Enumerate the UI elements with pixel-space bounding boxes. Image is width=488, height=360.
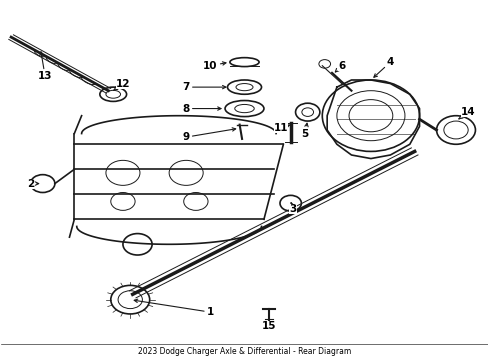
Text: 11: 11	[273, 123, 289, 133]
Text: 4: 4	[373, 57, 393, 77]
Text: 3: 3	[289, 203, 296, 213]
Text: 5: 5	[301, 123, 308, 139]
Text: 14: 14	[458, 107, 474, 119]
Text: 1: 1	[134, 299, 214, 317]
Text: 10: 10	[203, 61, 225, 71]
Text: 6: 6	[335, 61, 345, 72]
Text: 15: 15	[261, 321, 276, 332]
Text: 2: 2	[27, 179, 39, 189]
Text: 12: 12	[114, 78, 130, 90]
Text: 13: 13	[38, 52, 52, 81]
Text: 2023 Dodge Charger Axle & Differential - Rear Diagram: 2023 Dodge Charger Axle & Differential -…	[138, 347, 350, 356]
Text: 7: 7	[182, 82, 225, 92]
Text: 9: 9	[182, 128, 235, 142]
Text: 8: 8	[182, 104, 221, 113]
